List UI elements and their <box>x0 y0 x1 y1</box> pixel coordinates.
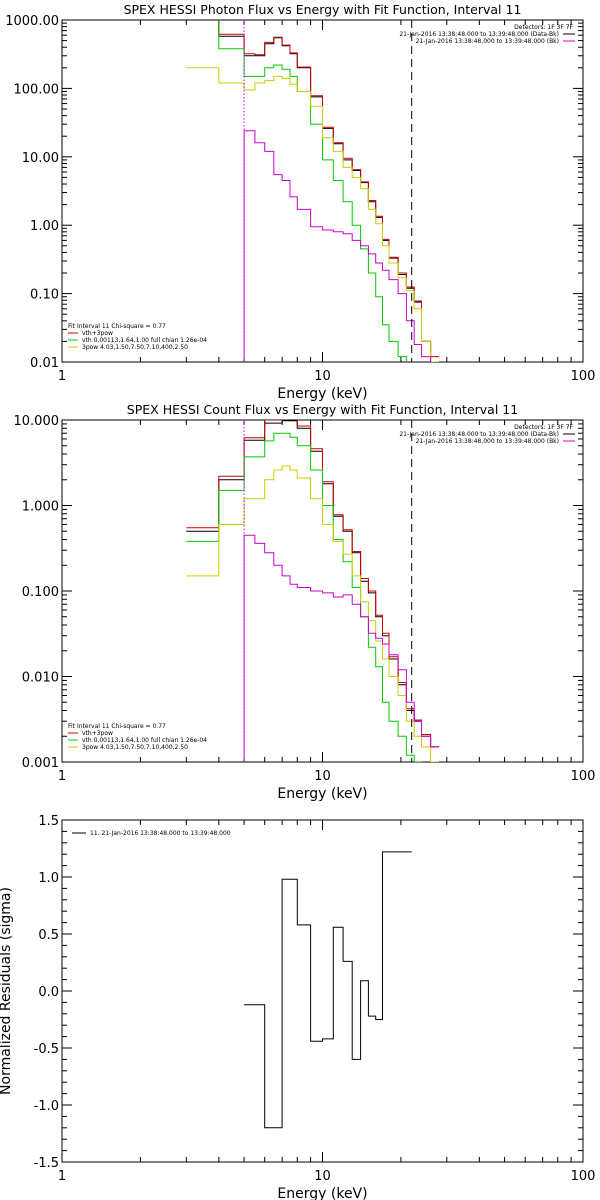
y-tick-label: 0.5 <box>38 928 59 943</box>
legend-header: Fit Interval 11 Chi-square = 0.77 <box>68 723 166 730</box>
info-line: Detectors: 1F 3F 7F <box>514 24 573 31</box>
x-tick-label: 1 <box>58 369 66 384</box>
x-tick-label: 100 <box>571 769 596 784</box>
info-line: 21-Jan-2016 13:38:48.000 to 13:39:48.000… <box>399 31 559 38</box>
y-tick-label: -1.0 <box>34 1099 59 1114</box>
plot-frame <box>61 819 584 1163</box>
plot-area <box>244 851 412 1129</box>
info-line: 21-Jan-2016 13:38:48.000 to 13:39:48.000… <box>399 431 559 438</box>
info-line: Detectors: 1F 3F 7F <box>514 424 573 431</box>
x-axis-label: Energy (keV) <box>277 786 367 802</box>
y-tick-label: 1.000 <box>22 500 59 515</box>
chart-panel-1: SPEX HESSI Photon Flux vs Energy with Fi… <box>5 2 596 402</box>
x-axis-label: Energy (keV) <box>277 386 367 402</box>
x-tick-label: 1 <box>58 769 66 784</box>
series-1-line <box>244 851 412 1129</box>
x-tick-label: 1 <box>58 1169 66 1184</box>
y-tick-label: 10.00 <box>22 151 59 166</box>
series-4-line <box>186 465 439 762</box>
chart-panel-2: SPEX HESSI Count Flux vs Energy with Fit… <box>14 402 596 802</box>
y-tick-label: 1000.00 <box>5 14 59 29</box>
legend-entry: vth+3pow <box>82 330 113 337</box>
y-tick-label: 1.0 <box>38 871 59 886</box>
x-tick-label: 100 <box>571 1169 596 1184</box>
y-tick-label: 100.00 <box>14 82 60 97</box>
y-axis-label: Normalized Residuals (sigma) <box>0 887 14 1095</box>
legend-entry: vth+3pow <box>82 730 113 737</box>
plot-frame <box>61 19 584 363</box>
y-tick-label: 0.0 <box>38 985 59 1000</box>
y-tick-label: 0.100 <box>22 585 59 600</box>
legend-header: Fit Interval 11 Chi-square = 0.77 <box>68 323 166 330</box>
plot-area <box>186 20 439 362</box>
series-3-line <box>186 432 422 762</box>
legend-entry: vth 0.00113,1.64,1.00 full chian 1.26e-0… <box>82 337 207 344</box>
series-5-line <box>243 130 432 362</box>
x-tick-label: 10 <box>314 369 331 384</box>
y-tick-label: -1.5 <box>34 1156 59 1171</box>
x-tick-label: 10 <box>314 769 331 784</box>
y-tick-label: 0.010 <box>22 671 59 686</box>
x-tick-label: 10 <box>314 1169 331 1184</box>
series-2-line <box>218 20 439 358</box>
series-1-line <box>218 20 439 362</box>
series-5-line <box>243 534 439 762</box>
chart-title: SPEX HESSI Count Flux vs Energy with Fit… <box>127 402 518 417</box>
y-tick-label: 0.001 <box>22 756 59 771</box>
chart-title: SPEX HESSI Photon Flux vs Energy with Fi… <box>124 2 522 17</box>
y-tick-label: -0.5 <box>34 1042 59 1057</box>
y-tick-label: 0.01 <box>30 356 59 371</box>
legend-entry: 3pow 4.03,1.50,7.50,7.10,400,2.50 <box>82 744 188 751</box>
x-tick-label: 100 <box>571 369 596 384</box>
series-4-line <box>186 67 439 362</box>
legend-entry: vth 0.00113,1.64,1.00 full chian 1.26e-0… <box>82 737 207 744</box>
y-tick-label: 1.00 <box>30 219 59 234</box>
legend-entry: 3pow 4.03,1.50,7.50,7.10,400,2.50 <box>82 344 188 351</box>
legend-entry: 11. 21-Jan-2016 13:38:48.000 to 13:39:48… <box>90 830 231 837</box>
info-line: 21-Jan-2016 13:38:48.000 to 13:39:48.000… <box>416 438 559 445</box>
y-tick-label: 1.5 <box>38 814 59 829</box>
info-line: 21-Jan-2016 13:38:48.000 to 13:39:48.000… <box>416 38 559 45</box>
y-tick-label: 10.000 <box>14 414 60 429</box>
plot-area <box>186 420 439 762</box>
chart-panel-3: 1 10 100 -1.5 -1.0 -0.5 0.0 0.5 1.0 1.5 Energy (ke… <box>0 814 595 1200</box>
x-axis-label: Energy (keV) <box>277 1186 367 1200</box>
series-2-line <box>186 420 439 748</box>
y-tick-label: 0.10 <box>30 288 59 303</box>
series-3-line <box>218 20 407 362</box>
